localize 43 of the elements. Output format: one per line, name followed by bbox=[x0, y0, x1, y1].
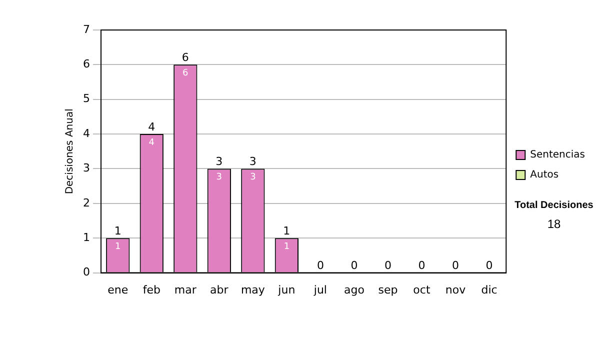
x-tick-label: nov bbox=[445, 283, 466, 296]
x-tick-label: oct bbox=[413, 283, 431, 296]
data-label: 3 bbox=[250, 172, 256, 183]
total-label: 3 bbox=[216, 155, 223, 168]
x-tick-label: dic bbox=[481, 283, 498, 296]
x-tick-label: feb bbox=[142, 283, 160, 296]
x-tick-label: ene bbox=[108, 283, 128, 296]
total-label: 0 bbox=[316, 259, 324, 272]
data-label: 6 bbox=[182, 68, 189, 79]
data-label: 3 bbox=[216, 172, 222, 183]
total-label: 3 bbox=[249, 155, 256, 168]
total-label: 4 bbox=[148, 120, 156, 134]
y-tick-label: 7 bbox=[83, 22, 90, 36]
legend-label: Autos bbox=[530, 170, 559, 181]
x-tick-label: ago bbox=[344, 283, 365, 296]
text: 18 bbox=[546, 217, 562, 231]
total-label: 1 bbox=[283, 224, 290, 238]
text: Total Decisiones bbox=[514, 200, 594, 211]
y-tick-label: 5 bbox=[83, 92, 90, 106]
x-tick-label: jun bbox=[277, 283, 296, 296]
data-label: 4 bbox=[148, 138, 155, 148]
total-label: 6 bbox=[182, 51, 189, 64]
total-label: 0 bbox=[486, 259, 493, 272]
x-tick-label: may bbox=[240, 283, 266, 296]
total-label: 1 bbox=[114, 224, 122, 238]
y-tick-label: 0 bbox=[83, 266, 90, 279]
y-tick-label: 3 bbox=[83, 162, 90, 175]
x-tick-label: jul bbox=[312, 283, 327, 296]
y-tick-label: 6 bbox=[83, 58, 90, 71]
y-tick-label: 2 bbox=[83, 196, 90, 210]
total-label: 0 bbox=[452, 259, 459, 272]
x-tick-label: abr bbox=[210, 283, 229, 296]
y-tick-label: 1 bbox=[83, 230, 90, 244]
total-label: 0 bbox=[350, 259, 358, 272]
total-label: 0 bbox=[418, 259, 426, 272]
total-label: 0 bbox=[384, 259, 392, 272]
x-tick-label: mar bbox=[174, 283, 197, 296]
data-label: 1 bbox=[284, 242, 290, 252]
x-tick-label: sep bbox=[378, 283, 398, 296]
data-label: 1 bbox=[115, 242, 121, 252]
legend-label: Sentencias bbox=[530, 150, 586, 161]
y-tick-label: 4 bbox=[83, 126, 90, 140]
y-axis-title: Decisiones Anual bbox=[64, 108, 76, 194]
